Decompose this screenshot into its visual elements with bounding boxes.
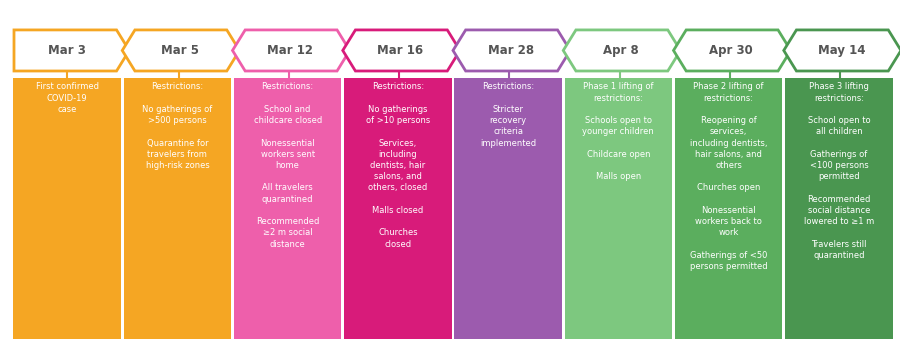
Text: Restrictions:

No gatherings
of >10 persons

Services,
including
dentists, hair
: Restrictions: No gatherings of >10 perso…: [365, 82, 430, 249]
Text: Restrictions:

School and
childcare closed

Nonessential
workers sent
home

All : Restrictions: School and childcare close…: [254, 82, 322, 249]
FancyBboxPatch shape: [454, 78, 562, 339]
FancyBboxPatch shape: [14, 78, 121, 339]
Text: Phase 1 lifting of
restrictions:

Schools open to
younger children

Childcare op: Phase 1 lifting of restrictions: Schools…: [582, 82, 654, 181]
Polygon shape: [784, 30, 900, 71]
FancyBboxPatch shape: [564, 78, 672, 339]
Polygon shape: [343, 30, 460, 71]
Polygon shape: [673, 30, 791, 71]
Text: Phase 3 lifting
restrictions:

School open to
all children

Gatherings of
<100 p: Phase 3 lifting restrictions: School ope…: [804, 82, 874, 260]
Text: Mar 5: Mar 5: [161, 44, 199, 57]
FancyBboxPatch shape: [344, 78, 452, 339]
FancyBboxPatch shape: [675, 78, 782, 339]
Text: Mar 3: Mar 3: [49, 44, 86, 57]
Text: Restrictions:

Stricter
recovery
criteria
implemented: Restrictions: Stricter recovery criteria…: [480, 82, 536, 148]
Polygon shape: [122, 30, 239, 71]
Text: Apr 8: Apr 8: [603, 44, 639, 57]
Text: May 14: May 14: [818, 44, 865, 57]
Text: Apr 30: Apr 30: [709, 44, 753, 57]
Polygon shape: [563, 30, 680, 71]
Text: Mar 28: Mar 28: [488, 44, 534, 57]
Text: Mar 16: Mar 16: [377, 44, 424, 57]
FancyBboxPatch shape: [234, 78, 341, 339]
Text: Mar 12: Mar 12: [267, 44, 313, 57]
Text: Phase 2 lifting of
restrictions:

Reopening of
services,
including dentists,
hai: Phase 2 lifting of restrictions: Reopeni…: [689, 82, 768, 271]
FancyBboxPatch shape: [123, 78, 231, 339]
Text: Restrictions:

No gatherings of
>500 persons

Quarantine for
travelers from
high: Restrictions: No gatherings of >500 pers…: [142, 82, 212, 170]
Polygon shape: [14, 30, 130, 71]
FancyBboxPatch shape: [785, 78, 893, 339]
Polygon shape: [232, 30, 350, 71]
Polygon shape: [453, 30, 571, 71]
Text: First confirmed
COVID-19
case: First confirmed COVID-19 case: [36, 82, 99, 114]
